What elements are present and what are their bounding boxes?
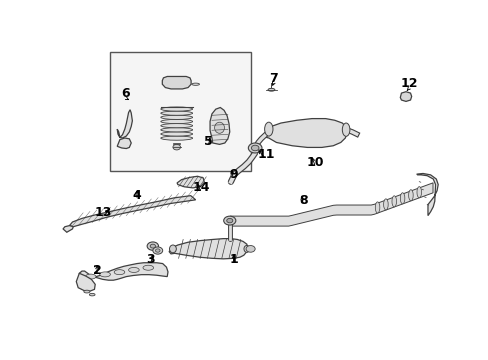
Circle shape [226, 219, 232, 223]
Text: 3: 3 [145, 253, 154, 266]
Text: 1: 1 [229, 253, 238, 266]
Ellipse shape [161, 111, 192, 115]
Ellipse shape [408, 190, 412, 201]
Polygon shape [400, 92, 411, 102]
Text: 7: 7 [268, 72, 277, 85]
Circle shape [150, 244, 155, 248]
Polygon shape [162, 76, 191, 89]
Ellipse shape [84, 290, 90, 293]
Circle shape [147, 242, 158, 250]
Ellipse shape [264, 122, 272, 136]
Ellipse shape [416, 186, 421, 198]
Ellipse shape [128, 267, 139, 273]
Text: 9: 9 [229, 167, 237, 180]
Ellipse shape [342, 123, 349, 136]
Ellipse shape [161, 120, 192, 123]
Ellipse shape [401, 93, 409, 98]
Circle shape [251, 145, 259, 151]
Circle shape [248, 143, 262, 153]
Polygon shape [76, 273, 95, 291]
Ellipse shape [161, 107, 192, 111]
Text: 6: 6 [121, 87, 130, 100]
Ellipse shape [114, 270, 124, 275]
Text: 12: 12 [400, 77, 417, 90]
Ellipse shape [214, 122, 224, 133]
Text: 5: 5 [203, 135, 212, 148]
Ellipse shape [161, 128, 192, 132]
Ellipse shape [161, 115, 192, 120]
Ellipse shape [400, 193, 404, 204]
Polygon shape [264, 118, 346, 148]
Polygon shape [63, 226, 73, 232]
Text: 2: 2 [93, 264, 102, 277]
Text: 10: 10 [306, 157, 324, 170]
Circle shape [155, 249, 160, 252]
Ellipse shape [161, 123, 192, 128]
Text: 13: 13 [95, 206, 112, 219]
Polygon shape [210, 108, 229, 144]
Circle shape [173, 144, 180, 150]
Ellipse shape [383, 199, 387, 210]
Polygon shape [117, 110, 132, 138]
Ellipse shape [374, 202, 379, 213]
Ellipse shape [142, 265, 153, 270]
Ellipse shape [267, 89, 274, 91]
Polygon shape [117, 138, 131, 149]
Text: 14: 14 [192, 181, 210, 194]
Bar [109, 51, 250, 171]
Polygon shape [416, 174, 437, 216]
Circle shape [223, 216, 235, 225]
Ellipse shape [161, 132, 192, 136]
Polygon shape [169, 239, 247, 259]
Text: 11: 11 [257, 148, 275, 161]
Circle shape [153, 247, 163, 254]
Polygon shape [79, 263, 168, 280]
Ellipse shape [85, 274, 96, 279]
Ellipse shape [244, 246, 249, 252]
Polygon shape [177, 176, 204, 188]
Ellipse shape [89, 293, 95, 296]
Text: 8: 8 [299, 194, 307, 207]
Ellipse shape [100, 272, 110, 277]
Ellipse shape [169, 245, 176, 253]
Ellipse shape [161, 136, 192, 140]
Ellipse shape [391, 196, 396, 207]
Polygon shape [69, 195, 195, 227]
Circle shape [245, 246, 255, 252]
Text: 4: 4 [132, 189, 141, 202]
Ellipse shape [191, 83, 199, 85]
